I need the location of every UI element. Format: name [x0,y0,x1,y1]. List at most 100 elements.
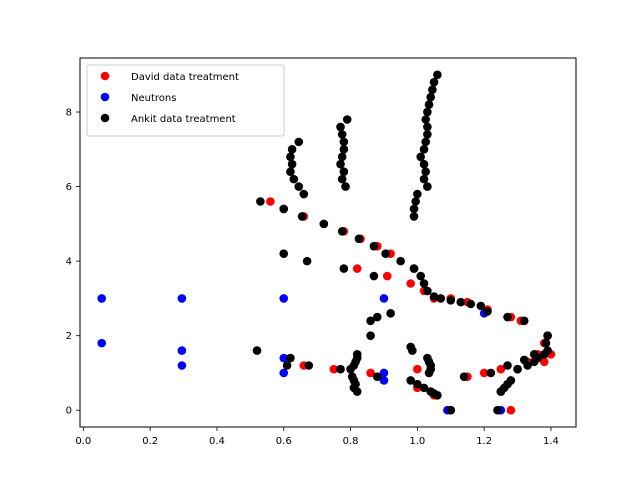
data-point [379,294,389,303]
series-2 [252,70,552,415]
data-point [513,364,522,374]
data-point [429,292,439,301]
data-point [429,77,439,87]
data-point [382,271,392,281]
data-point [279,204,289,214]
data-point [297,212,307,221]
data-point [336,364,345,374]
data-point [372,312,382,322]
data-point [421,137,430,147]
data-point [416,271,425,281]
data-point [543,331,552,340]
data-point [302,256,312,266]
x-tick-label: 0.4 [209,436,225,447]
data-point [539,357,549,367]
x-tick-label: 0.2 [142,436,158,447]
data-point [428,85,437,94]
data-point [503,312,512,322]
data-point [496,387,506,396]
data-point [379,376,389,385]
data-point [341,182,350,191]
data-point [336,122,345,132]
data-point [496,364,506,374]
data-point [329,364,339,374]
data-point [424,368,434,378]
data-point [339,137,349,147]
data-point [294,182,304,191]
data-point [419,383,429,393]
data-point [369,241,379,251]
data-point [413,364,422,374]
y-tick-label: 0 [66,406,72,417]
y-tick-label: 2 [66,331,72,342]
data-point [279,353,289,363]
x-tick-label: 0.8 [343,436,359,447]
legend-box [86,64,285,137]
data-point [337,152,347,162]
points-layer [97,70,556,415]
data-point [433,391,442,400]
data-point [287,145,297,154]
data-point [286,152,295,162]
data-point [279,294,289,303]
data-point [287,159,297,169]
y-tick-label: 4 [66,257,72,268]
data-point [413,379,422,389]
data-point [503,361,512,370]
data-point [177,294,187,303]
data-point [466,299,476,309]
legend-label: David data treatment [131,72,239,83]
data-point [337,130,347,139]
data-point [177,361,187,370]
data-point [366,368,375,378]
data-point [336,159,345,169]
data-point [366,331,375,340]
data-point [456,297,466,307]
data-point [177,346,187,355]
data-point [436,294,446,303]
data-point [406,279,415,288]
plot-frame [79,57,577,428]
data-point [529,357,539,367]
data-point [279,249,289,258]
data-point [419,279,429,288]
data-point [476,301,486,311]
data-point [289,174,299,184]
data-point [366,316,375,326]
data-point [256,197,265,206]
data-point [386,309,395,318]
data-point [529,350,539,359]
data-point [409,264,419,273]
data-point [252,346,262,355]
data-point [483,307,492,316]
data-point [299,189,309,199]
data-point [423,122,432,132]
data-point [424,100,434,109]
data-point [411,197,420,206]
data-point [423,182,432,191]
data-point [541,338,551,348]
data-point [294,137,304,147]
data-point [446,405,456,415]
data-point [352,264,362,273]
data-point [409,204,419,214]
data-point [506,405,516,415]
data-point [279,368,289,378]
x-tick-label: 0.0 [75,436,91,447]
series-1 [97,294,506,415]
data-point [97,294,107,303]
data-point [372,372,382,381]
data-point [409,212,419,221]
data-point [379,368,389,378]
data-point [266,197,275,206]
data-point [459,372,469,381]
data-point [519,316,529,326]
legend: David data treatment Neutrons Ankit data t… [86,64,285,137]
data-point [408,346,417,355]
data-point [419,145,429,154]
x-tick-label: 1.0 [409,436,425,447]
data-point [369,271,379,281]
data-point [97,338,107,348]
